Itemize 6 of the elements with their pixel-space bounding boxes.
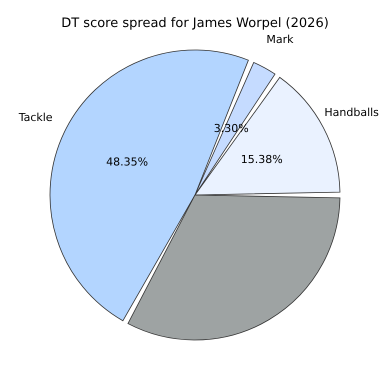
- data-label: 48.35%: [106, 155, 148, 168]
- data-label: 15.38%: [240, 152, 283, 166]
- slice-label: Tackle: [18, 111, 53, 124]
- slice-label: Mark: [266, 32, 294, 46]
- chart-title: DT score spread for James Worpel (2026): [61, 16, 329, 31]
- slice-label: Handballs: [324, 106, 380, 119]
